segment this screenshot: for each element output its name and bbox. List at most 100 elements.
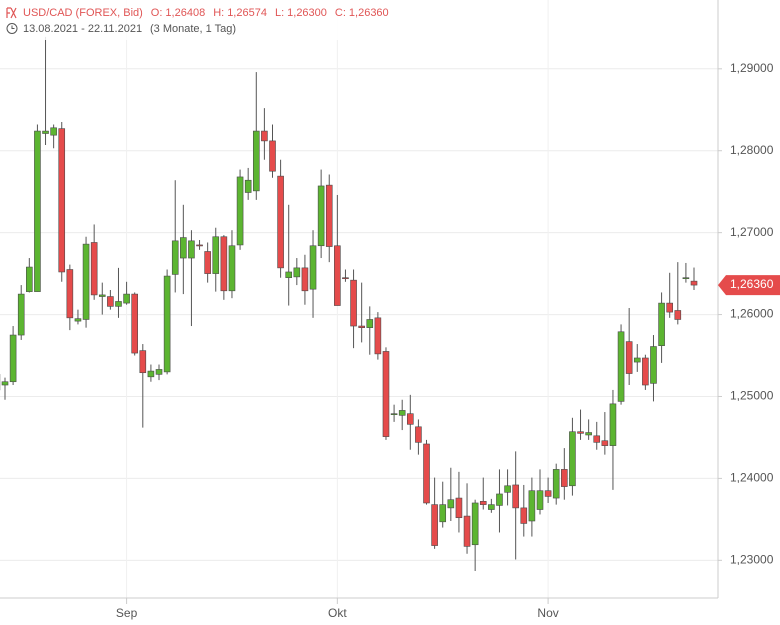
price-tag — [718, 275, 780, 296]
candle-body — [269, 140, 276, 172]
candle-body — [325, 184, 333, 247]
candle-body — [528, 490, 536, 522]
y-tick-label: 1,24000 — [730, 471, 774, 485]
candle-body — [285, 271, 293, 279]
y-tick-label: 1,29000 — [730, 61, 774, 75]
candle-body — [350, 279, 357, 327]
candle-body — [512, 484, 519, 509]
candle-body — [334, 245, 341, 306]
candle-body — [204, 251, 211, 274]
candle-body — [309, 245, 317, 290]
candle-body — [585, 432, 592, 436]
candle-body — [642, 357, 649, 386]
candle-body — [277, 175, 284, 269]
clock-icon — [6, 23, 18, 34]
x-tick-label: Nov — [537, 606, 558, 620]
period: (3 Monate, 1 Tag) — [150, 23, 236, 35]
candle-body — [406, 413, 414, 425]
candle-body — [658, 302, 665, 346]
y-tick-label: 1,28000 — [730, 143, 774, 157]
candle-body — [244, 179, 252, 193]
candle-body — [1, 381, 9, 386]
candle-body — [188, 240, 195, 259]
candle-body — [220, 236, 228, 292]
grid — [0, 0, 722, 598]
y-tick-label: 1,23000 — [730, 552, 774, 566]
candle-body — [9, 334, 17, 383]
candle-body — [358, 325, 365, 328]
candle-body — [374, 317, 382, 355]
plot-area — [0, 36, 698, 571]
candle-body — [488, 504, 495, 510]
candle-body — [625, 341, 633, 374]
quote-name: L: — [275, 7, 284, 19]
quote-value: 1,26360 — [349, 7, 389, 19]
candle-body — [342, 277, 349, 280]
candle-body — [382, 351, 390, 437]
candle-body — [17, 293, 25, 336]
candle-body — [155, 369, 163, 375]
quote-name: C: — [335, 7, 346, 19]
candle-body — [123, 293, 130, 304]
candle-body — [139, 350, 147, 374]
y-tick-label: 1,27000 — [730, 225, 774, 239]
fx-icon — [6, 7, 17, 19]
x-tick-label: Sep — [116, 606, 138, 620]
candle-body — [536, 490, 544, 510]
candle-body — [163, 275, 171, 373]
candle-body — [593, 435, 601, 443]
candle-body — [301, 267, 309, 292]
candle-body — [439, 504, 447, 523]
candle-body — [504, 485, 511, 493]
candle-body — [447, 499, 455, 509]
candle-body — [650, 346, 657, 384]
candle-body — [633, 357, 641, 363]
quote-value: 1,26574 — [227, 7, 267, 19]
candle-body — [34, 130, 41, 292]
candle-body — [561, 469, 568, 487]
candle-body — [423, 443, 430, 504]
candle-body — [171, 240, 179, 275]
candle-body — [463, 515, 471, 547]
quote: O: 1,26408 H: 1,26574 L: 1,26300 C: 1,26360 — [151, 7, 389, 19]
y-tick-label: 1,25000 — [730, 389, 774, 403]
candle-body — [609, 403, 617, 446]
candle-body — [58, 128, 66, 273]
candle-body — [74, 318, 82, 322]
candle-body — [682, 277, 690, 280]
chart-title: USD/CAD (FOREX, Bid) — [23, 7, 143, 19]
candle-body — [666, 302, 673, 313]
candle-body — [455, 497, 463, 519]
candle-body — [674, 310, 682, 320]
candle-body — [293, 267, 301, 278]
candle-body — [390, 413, 398, 415]
candle-body — [42, 130, 49, 134]
candle-body — [212, 236, 220, 274]
candle-body — [196, 244, 203, 247]
candle-body — [236, 176, 244, 246]
candle-body — [131, 293, 138, 354]
candle-body — [496, 493, 503, 506]
candle-body — [415, 426, 422, 443]
candle-body — [690, 280, 698, 286]
candle-body — [50, 127, 57, 136]
candle-body — [569, 431, 576, 487]
price-tag-label: 1,26360 — [730, 277, 774, 291]
candle-body — [577, 431, 584, 434]
candle-body — [107, 296, 114, 307]
candle-body — [544, 490, 552, 497]
candle-body — [471, 502, 479, 546]
candle-body — [82, 243, 90, 320]
quote-value: 1,26300 — [287, 7, 327, 19]
candle-body — [601, 440, 609, 446]
candle-body — [252, 130, 260, 192]
candle-body — [180, 237, 187, 259]
header-bg — [0, 0, 520, 40]
candle-body — [147, 370, 155, 378]
candle-body — [115, 301, 122, 307]
candle-body — [520, 507, 528, 524]
quote-value: 1,26408 — [165, 7, 205, 19]
candle-body — [261, 130, 268, 142]
quote-name: O: — [151, 7, 163, 19]
